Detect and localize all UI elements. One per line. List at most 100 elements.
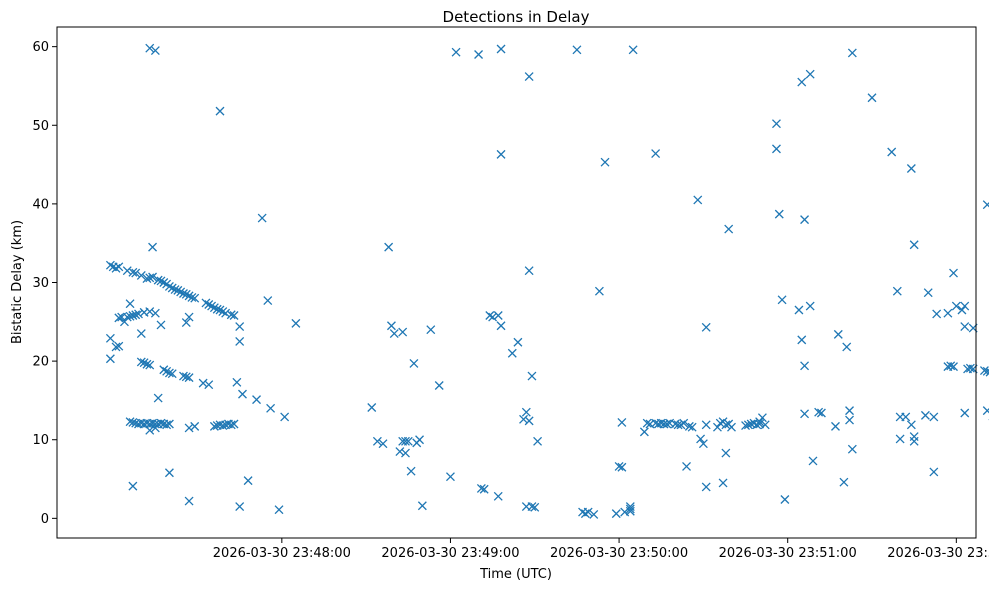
- data-point: [105, 260, 115, 270]
- data-point: [847, 48, 857, 58]
- data-point: [583, 507, 593, 517]
- data-point: [139, 358, 149, 368]
- data-point: [266, 403, 276, 413]
- data-point: [232, 377, 242, 387]
- data-point: [125, 417, 135, 427]
- data-point: [800, 361, 810, 371]
- data-point: [617, 417, 627, 427]
- data-point: [434, 381, 444, 390]
- data-point: [145, 273, 155, 283]
- data-point: [496, 149, 506, 159]
- data-point: [842, 342, 852, 352]
- data-point: [378, 439, 388, 449]
- data-point: [274, 505, 284, 515]
- data-point: [696, 434, 706, 444]
- data-point: [136, 357, 146, 367]
- data-point: [651, 149, 661, 159]
- data-point: [148, 242, 158, 252]
- data-point: [949, 268, 958, 278]
- x-tick-label: 2026-03-30 23:50:00: [550, 546, 688, 561]
- data-point: [179, 371, 188, 381]
- x-tick-label: 2026-03-30 23:52:00: [887, 546, 989, 561]
- data-point: [676, 420, 686, 430]
- data-point: [892, 286, 902, 296]
- data-point: [831, 421, 840, 431]
- data-point: [943, 308, 953, 318]
- data-point: [845, 406, 854, 416]
- data-point: [929, 412, 939, 422]
- data-point: [229, 311, 239, 320]
- data-point: [426, 325, 436, 335]
- data-point: [119, 317, 129, 327]
- data-point: [594, 286, 604, 296]
- data-point: [960, 301, 970, 311]
- data-point: [741, 421, 751, 431]
- data-point: [982, 366, 989, 376]
- data-point: [797, 77, 807, 87]
- x-axis: 2026-03-30 23:48:00 2026-03-30 23:49:00 20…: [213, 538, 989, 561]
- data-point: [985, 367, 989, 377]
- data-point: [909, 240, 919, 250]
- data-point: [159, 365, 169, 375]
- data-point: [949, 362, 958, 372]
- data-point: [929, 467, 939, 477]
- data-point: [176, 287, 186, 297]
- data-point: [226, 310, 236, 320]
- data-point: [485, 311, 495, 320]
- data-point: [218, 421, 228, 431]
- data-point: [693, 195, 703, 205]
- data-point: [417, 501, 427, 511]
- data-point: [238, 389, 247, 399]
- data-point: [162, 420, 172, 430]
- y-tick-label: 50: [32, 119, 49, 134]
- data-point: [519, 414, 528, 424]
- data-point: [145, 425, 155, 435]
- data-point: [932, 309, 942, 319]
- data-point: [906, 420, 916, 430]
- data-point: [415, 435, 425, 445]
- data-point: [493, 311, 503, 320]
- data-point: [153, 275, 163, 285]
- data-point: [847, 444, 857, 454]
- data-point: [167, 283, 177, 293]
- data-point: [600, 157, 610, 167]
- data-point: [367, 403, 377, 412]
- data-point: [372, 436, 382, 446]
- data-point: [639, 427, 649, 437]
- data-point: [527, 371, 537, 381]
- x-tick-label: 2026-03-30 23:51:00: [719, 546, 857, 561]
- data-point: [131, 310, 141, 320]
- data-point: [867, 93, 877, 103]
- data-point: [142, 274, 152, 284]
- data-point: [496, 321, 506, 331]
- data-point: [209, 421, 219, 431]
- data-point: [533, 436, 543, 446]
- data-point: [780, 495, 790, 504]
- data-point: [212, 304, 222, 314]
- data-point: [772, 119, 781, 129]
- data-point: [589, 509, 599, 519]
- data-point: [403, 436, 413, 446]
- data-point: [114, 262, 124, 272]
- data-point: [530, 502, 540, 512]
- x-tick-label: 2026-03-30 23:48:00: [213, 546, 351, 561]
- data-point: [488, 312, 498, 322]
- data-point: [263, 296, 273, 306]
- data-point: [156, 276, 166, 286]
- data-point: [572, 45, 582, 55]
- data-point: [184, 373, 194, 383]
- data-point: [451, 47, 461, 57]
- data-point: [122, 266, 132, 276]
- data-point: [136, 270, 146, 280]
- data-point: [111, 342, 121, 352]
- data-point: [134, 309, 143, 319]
- data-point: [946, 361, 956, 371]
- data-point: [280, 412, 290, 422]
- data-point: [145, 360, 155, 370]
- data-point: [204, 380, 214, 390]
- data-point: [757, 413, 767, 423]
- data-point: [805, 301, 815, 311]
- data-point: [957, 305, 967, 315]
- data-point: [136, 329, 146, 339]
- detections-series: [105, 43, 989, 519]
